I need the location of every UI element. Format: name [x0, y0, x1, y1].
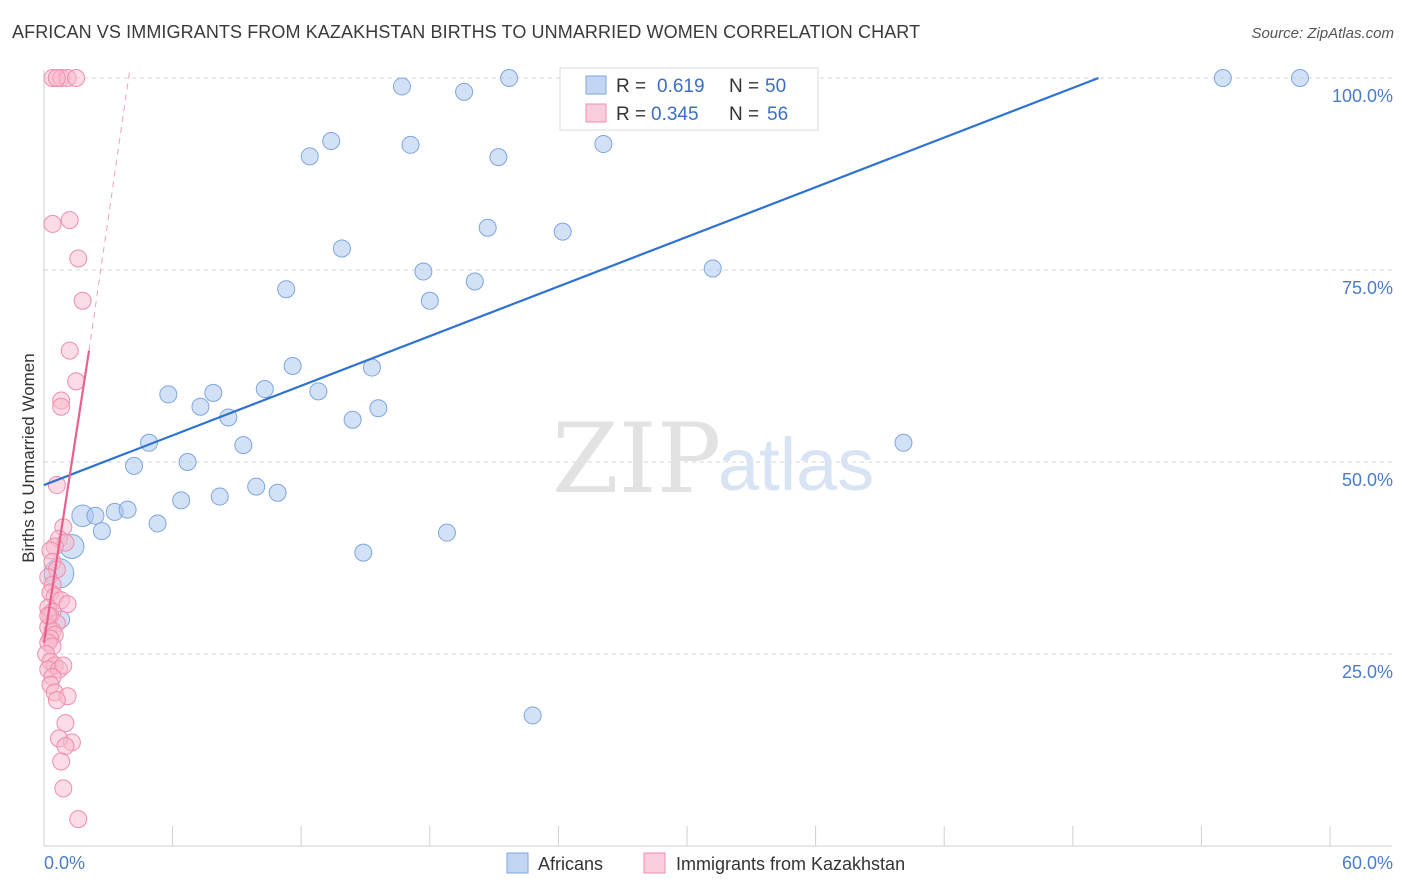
point-kazakhstan-26: [58, 595, 77, 614]
stats-swatch-africans: [585, 75, 607, 95]
watermark-atlas: atlas: [718, 423, 874, 506]
point-africans-35: [437, 523, 456, 542]
point-kazakhstan-8: [73, 291, 92, 310]
point-africans-42: [553, 222, 572, 241]
legend-label-kazakhstan[interactable]: Immigrants from Kazakhstan: [676, 854, 905, 874]
grid-lines: [44, 77, 1392, 655]
point-africans-24: [309, 382, 328, 401]
stats-r-label-africans: R =: [616, 76, 646, 97]
point-africans-7: [125, 456, 144, 475]
chart-title: AFRICAN VS IMMIGRANTS FROM KAZAKHSTAN BI…: [12, 22, 921, 42]
point-kazakhstan-52: [52, 752, 71, 771]
y-tick-label-1: 50.0%: [1342, 470, 1393, 490]
point-africans-4: [92, 522, 111, 541]
point-africans-46: [894, 433, 913, 452]
point-africans-22: [283, 357, 302, 375]
stats-n-value-africans: 50: [765, 76, 786, 97]
point-africans-40: [500, 69, 519, 87]
point-africans-27: [343, 410, 362, 429]
point-africans-12: [178, 453, 197, 471]
point-africans-48: [1290, 69, 1309, 87]
point-kazakhstan-42: [54, 656, 73, 675]
point-africans-18: [247, 477, 266, 496]
point-kazakhstan-47: [47, 691, 66, 710]
point-africans-19: [255, 380, 274, 399]
data-points: [37, 69, 1309, 829]
stats-r-value-kazakhstan: 0.345: [651, 104, 699, 125]
point-africans-36: [455, 82, 474, 101]
axes: [43, 70, 1392, 847]
point-africans-25: [322, 131, 341, 150]
trend-lines: [42, 70, 1099, 643]
legend: Africans Immigrants from Kazakhstan: [506, 852, 905, 874]
y-axis-label: Births to Unmarried Women: [19, 353, 38, 562]
point-kazakhstan-6: [60, 211, 79, 230]
trendline-ext-1: [88, 70, 131, 351]
point-africans-17: [234, 436, 253, 455]
point-africans-47: [1213, 69, 1232, 87]
stats-swatch-kazakhstan: [585, 103, 607, 123]
point-kazakhstan-10: [67, 372, 86, 391]
source-credit: Source: ZipAtlas.com: [1251, 25, 1394, 42]
point-africans-32: [401, 135, 420, 154]
point-kazakhstan-7: [69, 249, 88, 268]
point-africans-39: [489, 148, 508, 167]
stats-n-label-kazakhstan: N =: [729, 104, 759, 125]
point-africans-10: [159, 385, 178, 404]
point-africans-38: [478, 218, 497, 237]
point-kazakhstan-4: [47, 69, 66, 87]
tick-labels: 25.0% 50.0% 75.0% 100.0% 0.0% 60.0%: [44, 86, 1393, 873]
point-africans-37: [465, 272, 484, 291]
y-tick-label-2: 75.0%: [1342, 278, 1393, 298]
point-kazakhstan-9: [60, 341, 79, 360]
point-africans-26: [332, 239, 351, 258]
point-africans-6: [118, 500, 137, 519]
point-africans-15: [210, 487, 229, 506]
series-1: [37, 69, 92, 829]
point-kazakhstan-12: [52, 397, 71, 416]
point-kazakhstan-53: [54, 779, 73, 798]
trendline-1: [42, 350, 91, 643]
point-africans-9: [148, 514, 167, 533]
point-africans-30: [369, 399, 388, 418]
stats-r-label-kazakhstan: R =: [616, 104, 646, 125]
point-africans-31: [392, 77, 411, 96]
legend-label-africans[interactable]: Africans: [538, 854, 603, 874]
series-0: [43, 69, 1309, 725]
point-africans-33: [414, 262, 433, 281]
point-kazakhstan-48: [56, 714, 75, 733]
point-africans-13: [191, 397, 210, 416]
watermark: ZIP atlas: [552, 403, 874, 515]
stats-n-value-kazakhstan: 56: [767, 104, 788, 125]
point-africans-43: [594, 135, 613, 154]
trendline-0: [43, 76, 1099, 487]
legend-swatch-africans[interactable]: [506, 852, 529, 874]
point-africans-14: [204, 383, 223, 402]
point-africans-34: [420, 291, 439, 310]
point-africans-28: [354, 543, 373, 562]
point-africans-44: [703, 259, 722, 278]
x-tick-label-0: 0.0%: [44, 853, 85, 873]
point-kazakhstan-5: [43, 214, 62, 233]
x-tick-label-1: 60.0%: [1342, 853, 1393, 873]
y-tick-label-0: 25.0%: [1342, 662, 1393, 682]
point-africans-41: [523, 706, 542, 725]
stats-box: R = 0.619 N = 50 R = 0.345 N = 56: [559, 67, 819, 131]
stats-n-label-africans: N =: [729, 76, 759, 97]
point-kazakhstan-54: [69, 810, 88, 829]
point-africans-3: [86, 506, 105, 525]
point-africans-21: [277, 280, 296, 299]
point-africans-20: [268, 483, 287, 502]
stats-r-value-africans: 0.619: [657, 76, 705, 97]
watermark-zip: ZIP: [552, 403, 721, 515]
legend-swatch-kazakhstan[interactable]: [643, 852, 666, 874]
y-tick-label-3: 100.0%: [1332, 86, 1393, 106]
point-africans-11: [172, 491, 191, 510]
point-kazakhstan-3: [67, 69, 86, 87]
point-kazakhstan-51: [56, 737, 75, 756]
point-africans-23: [300, 147, 319, 166]
